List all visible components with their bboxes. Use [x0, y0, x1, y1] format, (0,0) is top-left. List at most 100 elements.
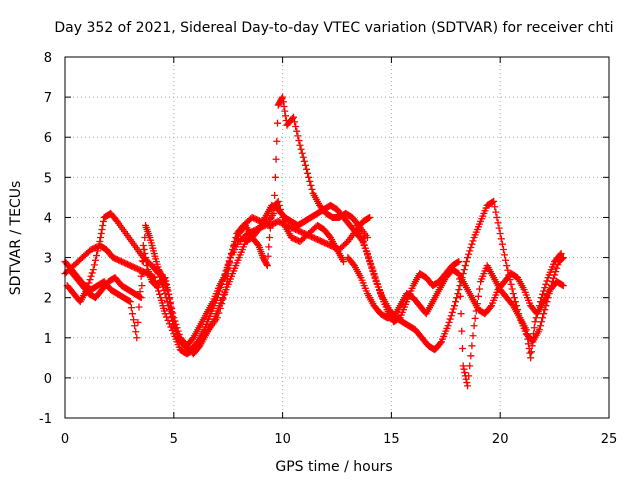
x-tick-label: 25 [601, 432, 618, 447]
data-point-interp [453, 294, 461, 302]
data-point-interp [263, 260, 271, 268]
data-point-interp [301, 161, 309, 169]
y-tick-label: 0 [44, 372, 52, 387]
data-point-interp [295, 137, 303, 145]
data-point-interp [264, 252, 272, 260]
data-point-interp [167, 300, 175, 308]
data-point-interp [298, 149, 306, 157]
data-point [370, 270, 378, 278]
data-point-interp [139, 258, 147, 266]
data-point-interp [141, 250, 149, 258]
data-point-interp [99, 221, 107, 229]
data-point-interp [169, 309, 177, 317]
data-point [163, 286, 171, 294]
data-point-interp [135, 303, 143, 311]
data-point-interp [97, 234, 105, 241]
chart-title: Day 352 of 2021, Sidereal Day-to-day VTE… [54, 20, 613, 36]
data-point-interp [536, 322, 544, 330]
data-point-interp [465, 372, 473, 380]
data-point-interp [272, 155, 280, 163]
data-point-interp [524, 340, 532, 348]
y-tick-label: 1 [44, 332, 52, 347]
data-point-interp [94, 247, 102, 255]
y-tick-label: 3 [44, 252, 52, 267]
data-point [535, 326, 543, 334]
data-point [133, 334, 141, 342]
data-point-interp [139, 270, 147, 278]
ticks: 0 5 10 15 20 25 -1 0 1 2 3 4 5 6 7 8 [39, 51, 617, 447]
data-point-interp [530, 330, 538, 338]
x-tick-label: 5 [170, 432, 178, 447]
data-point-interp [460, 266, 468, 274]
data-point-interp [457, 310, 465, 318]
data-point [289, 113, 297, 121]
data-point-interp [266, 234, 274, 241]
data-point-interp [476, 285, 484, 293]
data-point-interp [492, 208, 500, 216]
data-point-interp [371, 273, 379, 281]
data-point-interp [280, 102, 288, 110]
data-point-interp [172, 320, 180, 328]
data-point [96, 238, 104, 246]
data-point-interp [469, 332, 477, 340]
data-point-interp [456, 292, 464, 300]
y-tick-label: 8 [44, 51, 52, 66]
data-point [464, 382, 472, 390]
data-point-interp [308, 185, 316, 193]
data-point-interp [529, 336, 537, 344]
data-point-interp [365, 214, 373, 222]
data-point-interp [489, 198, 497, 206]
y-tick-label: 2 [44, 292, 52, 307]
data-point-interp [539, 314, 547, 322]
data-point-interp [91, 256, 99, 264]
y-tick-label: -1 [39, 412, 52, 427]
data-point-interp [369, 266, 377, 274]
x-axis-label: GPS time / hours [275, 459, 392, 475]
data-point-interp [528, 342, 536, 350]
data-point-interp [495, 224, 503, 232]
data-point-interp [445, 318, 453, 326]
data-point-interp [128, 310, 136, 318]
data-point-interp [538, 318, 546, 326]
data-point [363, 250, 371, 258]
data-point-interp [164, 316, 172, 324]
data-point-interp [292, 123, 300, 131]
data-point-interp [462, 258, 470, 266]
data-point-interp [278, 94, 286, 102]
data-point-interp [558, 281, 566, 289]
data-point-interp [455, 286, 463, 294]
data-point-interp [87, 272, 95, 280]
data-point [137, 294, 145, 302]
data-point-interp [458, 344, 466, 352]
data-point [509, 290, 517, 298]
y-tick-label: 4 [44, 211, 52, 226]
data-point-interp [461, 262, 469, 270]
data-point-interp [125, 297, 133, 305]
data-point-interp [553, 264, 561, 272]
data-point-interp [540, 310, 548, 318]
y-tick-label: 6 [44, 131, 52, 146]
data-point-interp [271, 173, 279, 181]
data-point-interp [550, 274, 558, 282]
data-point-interp [281, 107, 289, 115]
data-point-interp [368, 263, 376, 271]
data-point-interp [225, 258, 233, 266]
data-point-interp [223, 266, 231, 274]
data-point-interp [491, 203, 499, 211]
y-axis-label: SDTVAR / TECUs [8, 181, 24, 296]
data-point-interp [494, 219, 502, 227]
data-point [459, 362, 467, 370]
data-point-interp [300, 157, 308, 165]
data-point-interp [155, 287, 163, 295]
x-tick-label: 20 [492, 432, 509, 447]
data-point-interp [173, 324, 181, 332]
data-point-interp [305, 173, 313, 181]
data-point-interp [93, 252, 101, 260]
data-point-interp [372, 276, 380, 284]
data-point [451, 302, 459, 310]
data-point-interp [138, 282, 146, 290]
data-point [527, 354, 535, 362]
data-point-interp [556, 251, 564, 259]
data-point-interp [130, 316, 138, 324]
data-point-interp [466, 362, 474, 370]
